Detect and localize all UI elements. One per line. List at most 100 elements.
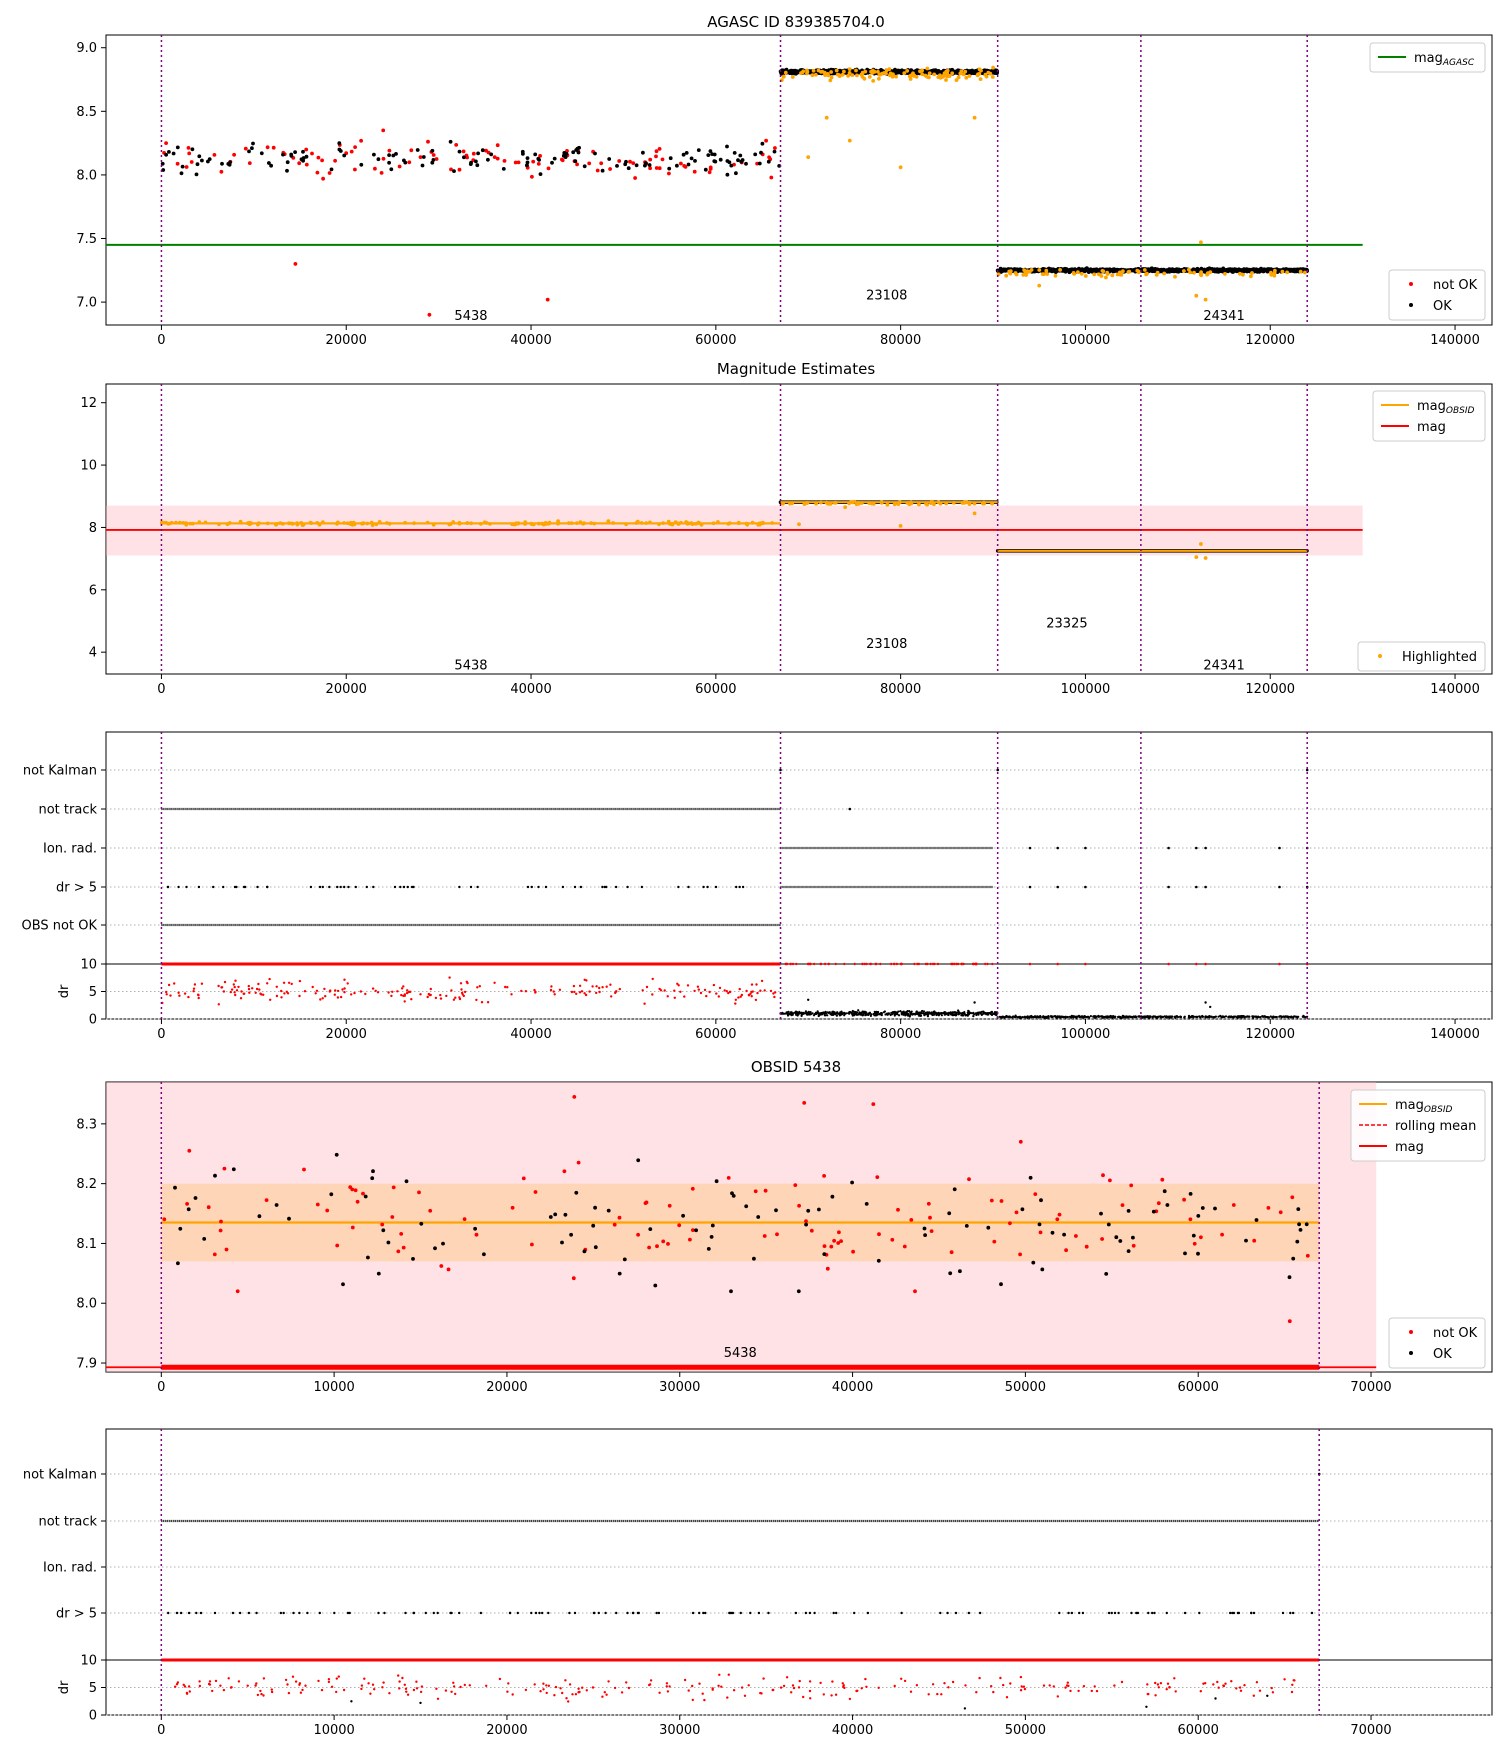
panel4-point-ok [569,1232,573,1237]
panel3-dr-point [1237,1015,1240,1019]
panel3-dr-point [1094,1016,1097,1019]
panel3-dr-point [1245,1015,1248,1018]
panel2-highlighted-point [788,501,792,506]
panel2-highlighted-point [856,501,861,505]
panel1-point-not-ok [628,159,632,164]
panel5-flag-point [832,1611,835,1615]
panel1-point-ok [793,69,797,74]
panel5-flag-point [1113,1611,1117,1615]
panel1-point-not-ok [495,143,500,148]
panel3-dr-point [890,1011,893,1014]
panel3-dr-point [1060,1015,1063,1018]
panel4-point-not-ok [902,1244,907,1249]
panel1-point-not-ok [565,149,569,153]
panel3-dr-point [396,990,399,993]
panel5-dr-point [1019,1689,1023,1692]
panel4-point-ok [1114,1235,1119,1240]
panel5-dr-point [1173,1677,1176,1680]
panel5-flag-point [179,1611,183,1615]
panel3-dr-point [908,1015,911,1018]
panel3-dr-point [693,989,696,993]
panel3-dr-point [1081,1015,1085,1018]
panel3-flag-point [212,885,215,889]
panel3-dr-point [916,962,919,966]
panel1-legend-top [1369,42,1486,73]
panel3-dr-point [895,962,899,966]
panel3-flag-label: dr > 5 [56,881,97,896]
panel4-point-not-ok [992,1239,997,1244]
panel5-dr-point [254,1684,257,1687]
panel5-flag-point [282,1611,285,1615]
panel2-highlighted-point [982,500,986,505]
panel2-highlighted-point [1194,555,1199,559]
panel4-point-ok [964,1224,969,1228]
panel5-dr-point [468,1684,471,1687]
panel4-point-not-ok [1108,1178,1112,1183]
panel3-dr-point [1015,1015,1018,1019]
panel3-dr-point [405,991,409,995]
panel4-legend-bottom-label: OK [1433,1347,1452,1362]
panel1-point-not-ok [617,159,622,163]
panel4-point-ok [709,1235,714,1239]
panel4-point-not-ok [832,1238,836,1243]
panel3-dr-point [750,983,754,986]
panel5-dr-point [485,1684,488,1688]
panel3-dr-point [1056,962,1059,966]
panel4-point-not-ok [235,1289,240,1294]
panel4-point-not-ok [688,1237,692,1242]
panel2-highlighted-point [761,521,765,526]
panel3-dr-point [739,995,742,998]
panel3-flag-point [640,885,644,889]
panel1-point-highlighted [1040,272,1045,276]
panel4-point-ok [681,1213,685,1218]
panel5-dr-point [1095,1689,1099,1693]
panel3-dr-point [971,1012,974,1015]
panel3-dr-point [601,986,604,989]
panel3-dr-point [943,1012,946,1015]
panel3-dr-point [533,988,536,992]
panel1-point-highlighted [944,78,948,82]
panel5-dr-tick-label: 10 [80,1654,97,1669]
panel3-dr-point [826,1014,829,1017]
panel5-flag-point [530,1611,533,1615]
panel1-point-not-ok [304,147,309,152]
panel3-dr-point [1261,1015,1264,1018]
panel2-highlighted-point [781,501,785,506]
panel5-dr-point [246,1684,249,1687]
panel1-point-ok [164,152,169,157]
panel1-point-ok [1267,268,1272,272]
panel5-flag-point [436,1611,439,1615]
panel3-dr-point [1204,1001,1207,1004]
panel3-dr-point [869,1014,873,1018]
panel5-flag-point [1232,1611,1236,1615]
panel4-legend-bottom-marker [1409,1330,1413,1334]
panel4-point-ok [817,1207,821,1212]
panel5-dr-point [498,1677,502,1681]
panel2-highlighted-point [335,522,339,526]
panel1-point-ok [1216,270,1221,274]
panel3-dr-point [282,981,286,984]
panel3-dr-point [419,993,422,996]
panel1-point-ok [574,148,579,152]
panel1-point-highlighted [862,76,867,81]
panel1-point-not-ok [184,165,189,169]
panel3-dr-point [851,1012,854,1015]
panel5-dr-point [943,1682,946,1685]
panel5-dr-point [398,1680,401,1683]
panel3-dr-point [1188,1016,1191,1019]
panel4-point-ok [731,1194,736,1198]
panel2-highlighted-point [819,500,823,505]
panel3-dr-point [1072,1015,1075,1018]
panel2-highlighted-point [349,520,353,525]
panel5-dr-point [740,1686,744,1689]
panel5-flag-point [1117,1611,1120,1615]
panel3-dr-point [524,990,528,993]
panel1-point-ok [1233,268,1237,272]
panel1-point-not-ok [247,161,252,166]
panel1-point-highlighted [1136,270,1141,275]
panel1-point-ok [179,171,184,176]
panel3-dr-point [266,982,269,985]
panel1-point-highlighted [1076,270,1080,275]
panel5-flag-point [954,1611,958,1615]
panel1-point-highlighted [1162,271,1167,276]
